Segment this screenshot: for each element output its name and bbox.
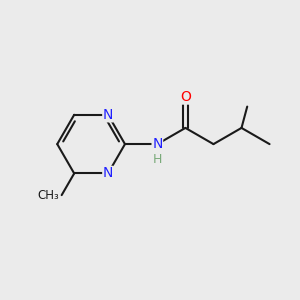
Text: N: N — [103, 167, 113, 180]
Text: H: H — [153, 153, 162, 166]
Text: N: N — [103, 108, 113, 122]
Text: O: O — [180, 90, 191, 104]
Text: CH₃: CH₃ — [37, 189, 59, 202]
Text: N: N — [152, 137, 163, 151]
